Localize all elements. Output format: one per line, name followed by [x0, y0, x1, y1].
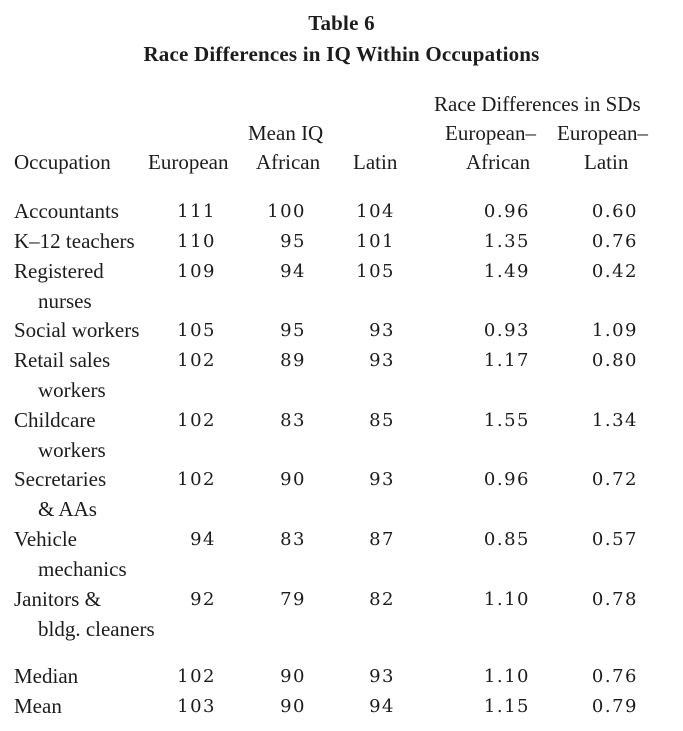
table-row-latin-iq: 82 [369, 589, 395, 610]
eu-af-header-top: European– [445, 121, 536, 145]
table-row-eu-af-diff: 1.10 [483, 589, 530, 610]
table-number: Table 6 [308, 11, 375, 35]
summary-row-european-iq: 103 [177, 696, 216, 717]
summary-row-label: Median [14, 664, 79, 688]
table-row-european-iq: 102 [177, 469, 216, 490]
eu-la-header-top: European– [557, 121, 648, 145]
table-row-eu-la-diff: 0.60 [591, 201, 638, 222]
table-row-label: K–12 teachers [14, 229, 135, 253]
table-row-european-iq: 92 [190, 589, 216, 610]
table-row-european-iq: 102 [177, 410, 216, 431]
table-row-eu-af-diff: 0.96 [483, 469, 530, 490]
summary-row-label: Mean [14, 694, 62, 718]
table-row-eu-la-diff: 1.34 [591, 410, 638, 431]
table-row-label: Janitors & [14, 587, 101, 611]
table-row-eu-af-diff: 1.49 [483, 261, 530, 282]
summary-row-eu-af-diff: 1.15 [483, 696, 530, 717]
summary-row-african-iq: 90 [280, 696, 306, 717]
table-row-african-iq: 83 [280, 410, 306, 431]
table-row-eu-la-diff: 0.78 [591, 589, 638, 610]
table-row-label: Secretaries [14, 467, 107, 491]
summary-row-european-iq: 102 [177, 666, 216, 687]
summary-row-eu-af-diff: 1.10 [483, 666, 530, 687]
table-row-european-iq: 111 [177, 201, 216, 222]
summary-row-eu-la-diff: 0.79 [591, 696, 638, 717]
table-row-african-iq: 83 [280, 529, 306, 550]
table-row-eu-la-diff: 0.42 [591, 261, 638, 282]
table-row-latin-iq: 93 [369, 350, 395, 371]
table-row-eu-af-diff: 0.85 [483, 529, 530, 550]
table-row-label: workers [38, 438, 106, 462]
race-differences-group-header: Race Differences in SDs [434, 92, 641, 116]
table-row-african-iq: 89 [280, 350, 306, 371]
table-row-eu-af-diff: 0.93 [483, 320, 530, 341]
table-row-label: nurses [38, 289, 92, 313]
summary-row-latin-iq: 94 [369, 696, 395, 717]
table-row-eu-af-diff: 0.96 [483, 201, 530, 222]
summary-row-african-iq: 90 [280, 666, 306, 687]
mean-iq-group-header: Mean IQ [248, 121, 324, 145]
table-row-african-iq: 79 [280, 589, 306, 610]
table-row-latin-iq: 101 [356, 231, 395, 252]
table-row-label: bldg. cleaners [38, 617, 155, 641]
table-row-african-iq: 90 [280, 469, 306, 490]
eu-la-header-bottom: Latin [584, 150, 629, 174]
table-row-european-iq: 109 [177, 261, 216, 282]
table-row-latin-iq: 93 [369, 469, 395, 490]
table-row-label: Retail sales [14, 348, 111, 372]
table-row-label: Vehicle [14, 527, 77, 551]
table-row-label: mechanics [38, 557, 127, 581]
table-row-label: Registered [14, 259, 104, 283]
table-row-african-iq: 95 [280, 320, 306, 341]
african-column-header: African [256, 150, 321, 174]
table-row-african-iq: 94 [280, 261, 306, 282]
european-column-header: European [148, 150, 229, 174]
table-row-label: Accountants [14, 199, 119, 223]
table-row-eu-la-diff: 0.72 [591, 469, 638, 490]
summary-row-latin-iq: 93 [369, 666, 395, 687]
table-row-european-iq: 102 [177, 350, 216, 371]
table-row-latin-iq: 104 [356, 201, 395, 222]
table-row-eu-af-diff: 1.35 [483, 231, 530, 252]
table-row-eu-af-diff: 1.55 [483, 410, 530, 431]
latin-column-header: Latin [353, 150, 398, 174]
table-row-eu-la-diff: 0.76 [591, 231, 638, 252]
table-row-european-iq: 110 [177, 231, 216, 252]
table-row-african-iq: 95 [280, 231, 306, 252]
table-row-european-iq: 94 [190, 529, 216, 550]
eu-af-header-bottom: African [466, 150, 531, 174]
table-row-latin-iq: 105 [356, 261, 395, 282]
table-row-eu-la-diff: 1.09 [591, 320, 638, 341]
summary-row-eu-la-diff: 0.76 [591, 666, 638, 687]
table-row-african-iq: 100 [267, 201, 306, 222]
table-row-latin-iq: 93 [369, 320, 395, 341]
table-row-eu-la-diff: 0.57 [591, 529, 638, 550]
table-row-latin-iq: 87 [369, 529, 395, 550]
table-row-eu-la-diff: 0.80 [591, 350, 638, 371]
table-row-latin-iq: 85 [369, 410, 395, 431]
table-row-label: & AAs [38, 497, 97, 521]
table-row-label: workers [38, 378, 106, 402]
table-row-eu-af-diff: 1.17 [483, 350, 530, 371]
occupation-column-header: Occupation [14, 150, 111, 174]
table-row-label: Social workers [14, 318, 140, 342]
table-title: Race Differences in IQ Within Occupation… [143, 42, 540, 66]
table-row-label: Childcare [14, 408, 96, 432]
table-row-european-iq: 105 [177, 320, 216, 341]
